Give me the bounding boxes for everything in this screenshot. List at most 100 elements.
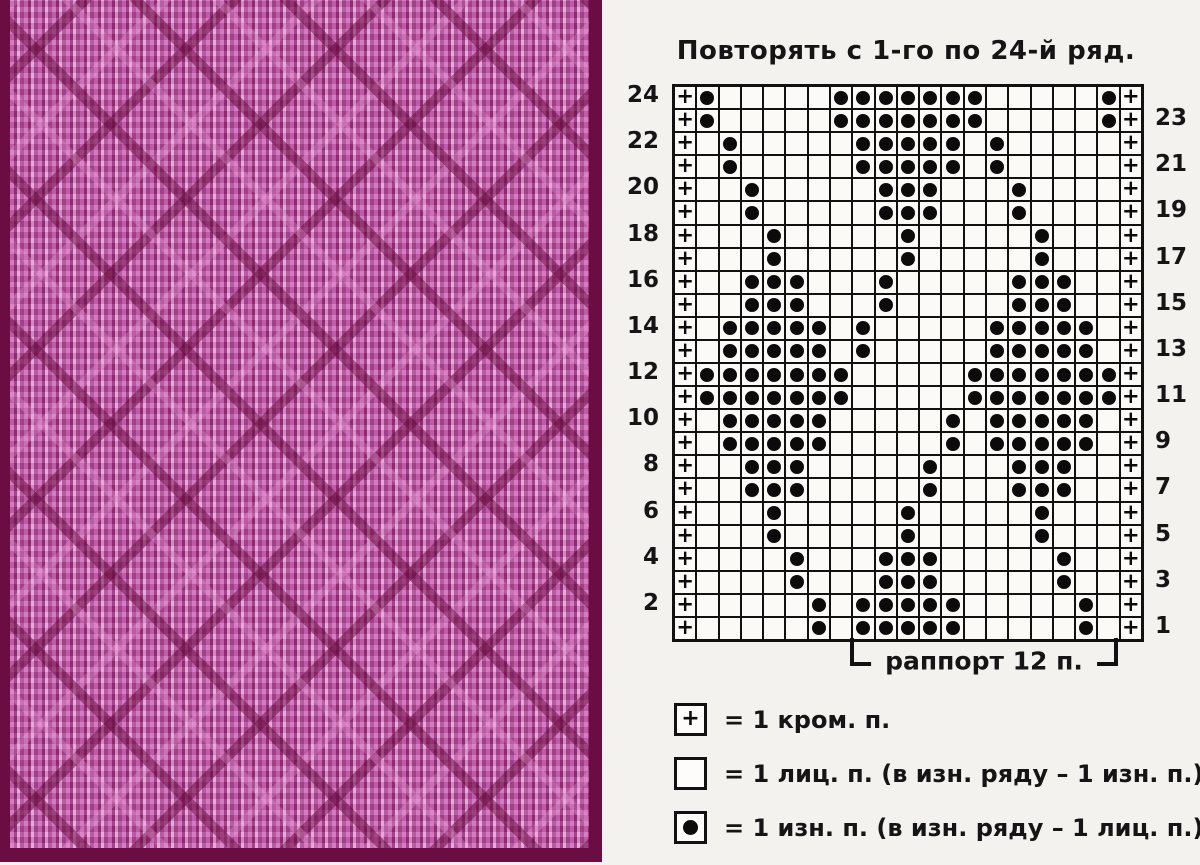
chart-cell: [763, 524, 786, 548]
chart-cell: [986, 270, 1009, 294]
chart-cell: [1052, 178, 1076, 202]
legend-text: = 1 кром. п.: [724, 705, 891, 734]
purl-dot-icon: [900, 598, 915, 613]
purl-dot-icon: [878, 113, 893, 128]
row-number-right: [1148, 407, 1192, 430]
chart-cell: [941, 201, 964, 225]
chart-cell: [986, 386, 1009, 410]
chart-cell: [941, 570, 964, 594]
chart-cell: +: [1119, 455, 1142, 479]
purl-dot-icon: [1012, 321, 1027, 336]
purl-dot-icon: [700, 390, 715, 405]
chart-cell: [740, 409, 764, 433]
purl-dot-icon: [1079, 390, 1094, 405]
chart-cell: [986, 478, 1009, 502]
chart-cell: [785, 570, 808, 594]
chart-cell: [919, 478, 942, 502]
chart-cell: [830, 570, 853, 594]
purl-dot-icon: [1056, 575, 1071, 590]
purl-dot-icon: [722, 344, 737, 359]
chart-cell: +: [674, 524, 697, 548]
chart-cell: [986, 524, 1009, 548]
purl-dot-icon: [1056, 482, 1071, 497]
chart-cell: [740, 109, 764, 133]
chart-cell: [896, 201, 920, 225]
purl-dot-icon: [811, 598, 826, 613]
purl-dot-icon: [811, 390, 826, 405]
purl-dot-icon: [700, 90, 715, 105]
row-number-right: 3: [1155, 566, 1172, 593]
chart-cell: [919, 363, 942, 387]
chart-cell: [874, 570, 897, 594]
chart-cell: [963, 339, 986, 363]
row-number-left: 4: [642, 543, 659, 570]
purl-dot-icon: [744, 344, 759, 359]
edge-stitch-plus-icon: +: [676, 453, 694, 478]
purl-dot-icon: [789, 575, 804, 590]
legend-item-edge-stitch: + = 1 кром. п.: [674, 703, 1200, 736]
chart-cell: [963, 270, 986, 294]
purl-dot-icon: [856, 90, 871, 105]
purl-dot-icon: [900, 182, 915, 197]
chart-cell: [763, 339, 786, 363]
chart-cell: [785, 386, 808, 410]
chart-cell: [1052, 432, 1076, 456]
row-number-left: [622, 199, 666, 222]
chart-cell: [919, 593, 942, 617]
chart-cell: [807, 409, 830, 433]
purl-dot-icon: [744, 436, 759, 451]
chart-cell: [696, 409, 719, 433]
purl-dot-icon: [1056, 298, 1071, 313]
purl-dot-icon: [767, 367, 782, 382]
chart-cell: [1075, 363, 1098, 387]
chart-cell: [852, 293, 875, 317]
row-number-right: 7: [1155, 474, 1172, 501]
chart-cell: [941, 524, 964, 548]
chart-cell: [919, 432, 942, 456]
chart-cell: [919, 293, 942, 317]
purl-dot-icon: [878, 90, 893, 105]
edge-stitch-plus-icon: +: [676, 199, 694, 224]
chart-cell: +: [674, 476, 697, 502]
row-number-left: [622, 246, 666, 269]
edge-stitch-plus-icon: +: [676, 107, 694, 132]
chart-cell: [1008, 270, 1031, 294]
chart-cell: +: [674, 570, 697, 594]
chart-cell: [941, 155, 964, 179]
edge-stitch-plus-icon: +: [676, 476, 694, 501]
chart-cell: +: [674, 247, 697, 271]
edge-stitch-plus-icon: +: [1122, 314, 1140, 339]
chart-cell: [763, 155, 786, 179]
edge-stitch-plus-icon: +: [676, 384, 694, 409]
edge-stitch-plus-icon: +: [1122, 476, 1140, 501]
chart-cell: [1030, 224, 1053, 248]
chart-cell: [986, 316, 1009, 340]
chart-cell: [1008, 293, 1031, 317]
chart-cell: [763, 270, 786, 294]
chart-cell: [986, 593, 1009, 617]
chart-cell: [896, 178, 920, 202]
chart-cell: [830, 155, 853, 179]
purl-dot-icon: [923, 621, 938, 636]
chart-cell: [919, 201, 942, 225]
chart-cell: [1052, 363, 1076, 387]
edge-stitch-plus-icon: +: [1122, 361, 1140, 386]
chart-cell: [1030, 270, 1053, 294]
chart-cell: [830, 316, 853, 340]
chart-cell: [830, 293, 853, 317]
purl-dot-icon: [878, 621, 893, 636]
edge-stitch-plus-icon: +: [676, 614, 694, 639]
chart-cell: [1008, 339, 1031, 363]
purl-dot-icon: [722, 436, 737, 451]
row-number-right: [1148, 130, 1192, 153]
purl-dot-icon: [856, 344, 871, 359]
chart-cell: [740, 316, 764, 340]
edge-stitch-plus-icon: +: [676, 361, 694, 386]
chart-cell: [919, 386, 942, 410]
purl-dot-icon: [1056, 275, 1071, 290]
edge-stitch-plus-icon: +: [1122, 245, 1140, 270]
chart-cell: [785, 109, 808, 133]
chart-cell: [1008, 547, 1031, 571]
chart-cell: [852, 316, 875, 340]
purl-dot-icon: [945, 621, 960, 636]
